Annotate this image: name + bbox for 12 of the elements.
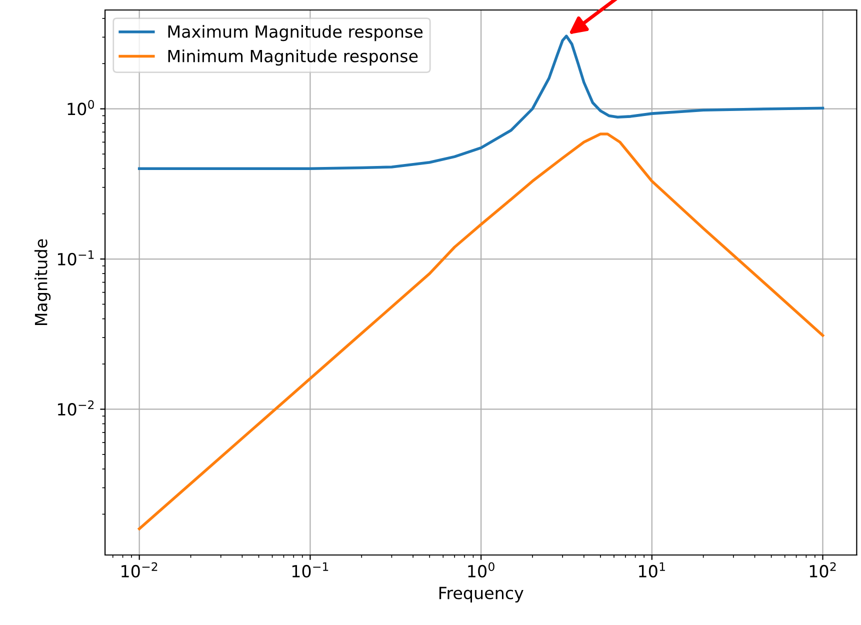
- y-tick-label: 10$^{−1}$: [58, 250, 94, 266]
- y-axis-title: Magnitude: [34, 239, 51, 326]
- legend-label: Minimum Magnitude response: [168, 49, 418, 66]
- x-tick-label: 10$^{−1}$: [292, 562, 328, 578]
- x-tick-label: 10$^{2}$: [810, 562, 836, 578]
- x-tick-label: 10$^{−2}$: [122, 562, 158, 578]
- y-tick-label: 10$^{−2}$: [58, 400, 94, 416]
- y-tick-label: 10$^{0}$: [68, 100, 94, 116]
- x-tick-label: 10$^{0}$: [468, 562, 494, 578]
- x-axis-title: Frequency: [439, 586, 524, 603]
- legend-label: Maximum Magnitude response: [168, 25, 423, 42]
- x-tick-label: 10$^{1}$: [639, 562, 665, 578]
